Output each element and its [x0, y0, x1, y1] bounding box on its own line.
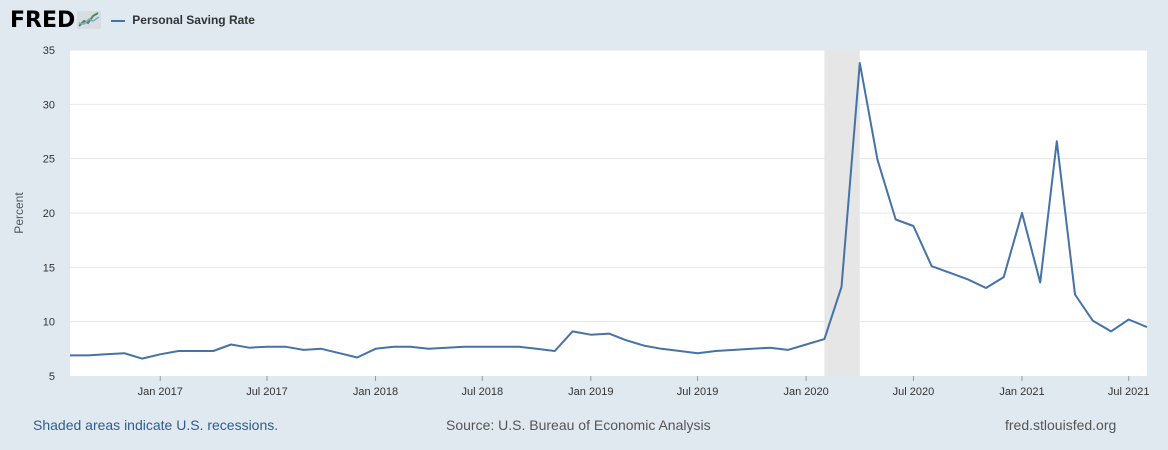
- series-line[interactable]: [70, 62, 1148, 360]
- data-point[interactable]: [1089, 317, 1097, 325]
- data-point[interactable]: [569, 327, 577, 335]
- data-point[interactable]: [551, 347, 559, 355]
- data-point[interactable]: [497, 343, 505, 351]
- y-axis-label: Percent: [12, 192, 26, 234]
- data-point[interactable]: [209, 347, 217, 355]
- source-text: Source: U.S. Bureau of Economic Analysis: [446, 417, 711, 433]
- data-point[interactable]: [1107, 327, 1115, 335]
- legend-label[interactable]: Personal Saving Rate: [132, 13, 255, 27]
- data-point[interactable]: [1071, 291, 1079, 299]
- data-point[interactable]: [353, 354, 361, 362]
- x-tick-label: Jan 2019: [568, 386, 613, 398]
- legend-swatch: [111, 19, 126, 22]
- data-point[interactable]: [478, 343, 486, 351]
- y-axis-ticks: 5 10 15 20 25 30 35: [43, 45, 55, 383]
- data-point[interactable]: [837, 283, 845, 291]
- data-point[interactable]: [1018, 209, 1026, 217]
- data-point[interactable]: [191, 347, 199, 355]
- data-point[interactable]: [515, 343, 523, 351]
- data-point[interactable]: [425, 345, 433, 353]
- y-tick-label: 25: [43, 154, 55, 166]
- data-point[interactable]: [784, 346, 792, 354]
- data-point[interactable]: [175, 347, 183, 355]
- data-point[interactable]: [856, 59, 864, 67]
- fred-logo[interactable]: FRED: [10, 7, 76, 33]
- data-point[interactable]: [245, 344, 253, 352]
- data-point[interactable]: [766, 344, 774, 352]
- y-tick-label: 10: [43, 317, 55, 329]
- data-point[interactable]: [622, 336, 630, 344]
- x-tick-label: Jul 2021: [1108, 386, 1150, 398]
- grid-lines: [70, 49, 1147, 323]
- y-tick-label: 5: [49, 371, 55, 383]
- chart-header: FRED Personal Saving Rate: [10, 6, 255, 34]
- data-point[interactable]: [263, 343, 271, 351]
- data-point[interactable]: [317, 345, 325, 353]
- data-point[interactable]: [964, 275, 972, 283]
- x-tick-label: Jan 2018: [353, 386, 398, 398]
- data-point[interactable]: [390, 343, 398, 351]
- x-axis-ticks: Jan 2017 Jul 2017 Jan 2018 Jul 2018 Jan 2019…: [138, 376, 1150, 398]
- y-tick-label: 20: [43, 208, 55, 220]
- data-point[interactable]: [138, 355, 146, 363]
- data-point[interactable]: [946, 269, 954, 277]
- data-point[interactable]: [102, 350, 110, 358]
- x-tick-label: Jul 2017: [246, 386, 288, 398]
- data-point[interactable]: [820, 335, 828, 343]
- data-point[interactable]: [1000, 273, 1008, 281]
- data-point[interactable]: [640, 342, 648, 350]
- data-point[interactable]: [372, 345, 380, 353]
- data-point[interactable]: [300, 346, 308, 354]
- y-tick-label: 35: [43, 45, 55, 57]
- data-point[interactable]: [605, 330, 613, 338]
- data-point[interactable]: [892, 216, 900, 224]
- site-link[interactable]: fred.stlouisfed.org: [1005, 417, 1117, 433]
- data-point[interactable]: [982, 284, 990, 292]
- line-chart: 5 10 15 20 25 30 35 Jan 2017 Jul 2017 Jan 2018 Ju…: [12, 45, 1151, 398]
- data-point[interactable]: [1053, 137, 1061, 145]
- data-point[interactable]: [676, 347, 684, 355]
- recession-note-link[interactable]: Shaded areas indicate U.S. recessions.: [33, 417, 279, 433]
- data-point[interactable]: [730, 346, 738, 354]
- data-point[interactable]: [336, 349, 344, 357]
- y-tick-label: 15: [43, 262, 55, 274]
- data-point[interactable]: [694, 349, 702, 357]
- data-point[interactable]: [802, 340, 810, 348]
- data-point[interactable]: [156, 350, 164, 358]
- fred-graph-icon: [77, 11, 102, 29]
- y-tick-label: 30: [43, 99, 55, 111]
- data-point[interactable]: [587, 331, 595, 339]
- x-tick-label: Jan 2021: [999, 386, 1044, 398]
- data-point[interactable]: [84, 351, 92, 359]
- data-point[interactable]: [928, 262, 936, 270]
- data-point[interactable]: [227, 340, 235, 348]
- data-point[interactable]: [406, 343, 414, 351]
- data-point[interactable]: [461, 343, 469, 351]
- data-point[interactable]: [533, 345, 541, 353]
- x-tick-label: Jul 2020: [893, 386, 935, 398]
- data-point[interactable]: [442, 344, 450, 352]
- x-tick-label: Jan 2020: [783, 386, 828, 398]
- data-point[interactable]: [873, 156, 881, 164]
- data-point[interactable]: [120, 349, 128, 357]
- data-point[interactable]: [909, 222, 917, 230]
- x-tick-label: Jul 2019: [677, 386, 719, 398]
- data-point[interactable]: [1143, 323, 1151, 331]
- data-point[interactable]: [281, 343, 289, 351]
- x-tick-label: Jan 2017: [138, 386, 183, 398]
- legend: Personal Saving Rate: [111, 13, 255, 27]
- x-tick-label: Jul 2018: [461, 386, 503, 398]
- data-point[interactable]: [1036, 279, 1044, 287]
- data-point[interactable]: [1125, 315, 1133, 323]
- data-point[interactable]: [658, 345, 666, 353]
- data-point[interactable]: [712, 347, 720, 355]
- data-point[interactable]: [66, 351, 74, 359]
- series-layer: [66, 59, 1151, 363]
- data-point[interactable]: [748, 345, 756, 353]
